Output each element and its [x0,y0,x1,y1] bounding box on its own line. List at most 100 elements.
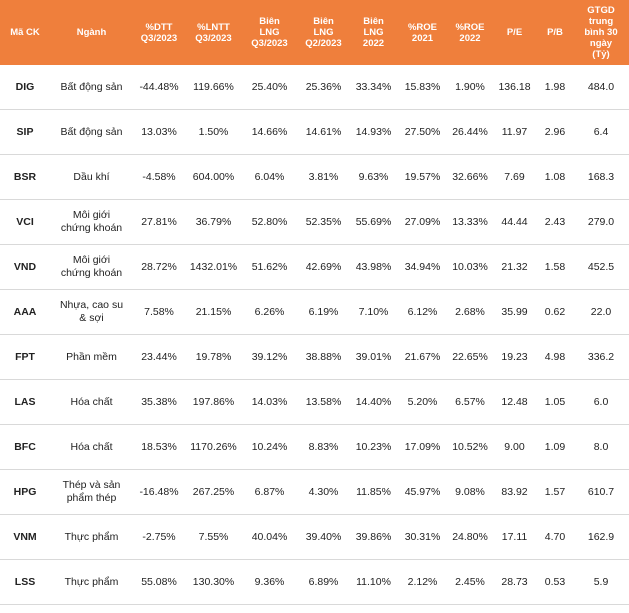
value-cell: 8.0 [573,424,629,470]
sector-cell: Dầu khí [50,154,133,200]
value-cell: 279.0 [573,199,629,245]
table-row: SIP Bất động sản 13.03% 1.50% 14.66% 14.61% 14… [0,109,629,155]
value-cell: 21.15% [185,289,242,335]
value-cell: 19.23 [492,334,537,380]
sector-cell: Thực phẩm [50,559,133,605]
ticker-cell: BSR [0,154,50,200]
value-cell: 4.70 [537,514,573,560]
value-cell: 10.03% [448,244,492,290]
value-cell: 14.61% [297,109,350,155]
value-cell: 5.9 [573,559,629,605]
value-cell: 162.9 [573,514,629,560]
value-cell: 1.05 [537,379,573,425]
value-cell: 27.81% [133,199,185,245]
value-cell: 14.40% [350,379,397,425]
table-row: HPG Thép và sản phẩm thép -16.48% 267.25% 6.… [0,469,629,515]
value-cell: 168.3 [573,154,629,200]
value-cell: 19.78% [185,334,242,380]
value-cell: 38.88% [297,334,350,380]
value-cell: 51.62% [242,244,297,290]
sector-text: Nhựa, cao su & sợi [59,299,124,324]
value-cell: 28.72% [133,244,185,290]
value-cell: 39.86% [350,514,397,560]
value-cell: 43.98% [350,244,397,290]
value-cell: 21.32 [492,244,537,290]
value-cell: 36.79% [185,199,242,245]
ticker-cell: HPG [0,469,50,515]
value-cell: 1.57 [537,469,573,515]
value-cell: 40.04% [242,514,297,560]
value-cell: 6.89% [297,559,350,605]
value-cell: 14.93% [350,109,397,155]
value-cell: 13.58% [297,379,350,425]
sector-text: Thực phẩm [64,530,119,543]
value-cell: 32.66% [448,154,492,200]
table-row: BFC Hóa chất 18.53% 1170.26% 10.24% 8.83% 10.2… [0,424,629,470]
value-cell: 9.36% [242,559,297,605]
sector-text: Phần mềm [66,350,117,363]
sector-cell: Bất động sản [50,65,133,110]
value-cell: 6.04% [242,154,297,200]
value-cell: 13.03% [133,109,185,155]
table-row: VNM Thực phẩm -2.75% 7.55% 40.04% 39.40% 39.86… [0,514,629,560]
header-cell: Biên LNG Q2/2023 [297,0,350,65]
value-cell: -44.48% [133,65,185,110]
value-cell: 336.2 [573,334,629,380]
value-cell: 1.09 [537,424,573,470]
ticker-cell: DIG [0,65,50,110]
ticker-cell: FPT [0,334,50,380]
value-cell: 8.83% [297,424,350,470]
value-cell: 119.66% [185,65,242,110]
value-cell: 452.5 [573,244,629,290]
value-cell: 15.83% [397,65,448,110]
value-cell: 2.43 [537,199,573,245]
value-cell: 610.7 [573,469,629,515]
header-cell: P/E [492,0,537,65]
sector-text: Dầu khí [73,170,110,183]
table-row: VND Môi giới chứng khoán 28.72% 1432.01% 51.… [0,244,629,290]
value-cell: 5.20% [397,379,448,425]
header-cell: %ROE 2021 [397,0,448,65]
sector-cell: Hóa chất [50,424,133,470]
value-cell: 39.12% [242,334,297,380]
value-cell: 484.0 [573,65,629,110]
value-cell: 25.36% [297,65,350,110]
value-cell: 197.86% [185,379,242,425]
value-cell: 10.52% [448,424,492,470]
sector-cell: Nhựa, cao su & sợi [50,289,133,335]
sector-text: Thép và sản phẩm thép [62,479,121,504]
value-cell: 267.25% [185,469,242,515]
value-cell: 52.80% [242,199,297,245]
value-cell: 6.87% [242,469,297,515]
value-cell: 2.45% [448,559,492,605]
value-cell: 10.23% [350,424,397,470]
value-cell: 0.53 [537,559,573,605]
header-row: Mã CK Ngành %DTT Q3/2023 %LNTT Q3/2023 Biên … [0,0,629,65]
value-cell: 27.09% [397,199,448,245]
ticker-cell: SIP [0,109,50,155]
value-cell: -16.48% [133,469,185,515]
value-cell: 44.44 [492,199,537,245]
value-cell: -2.75% [133,514,185,560]
ticker-cell: VCI [0,199,50,245]
value-cell: 1.50% [185,109,242,155]
value-cell: 28.73 [492,559,537,605]
value-cell: 11.85% [350,469,397,515]
value-cell: 52.35% [297,199,350,245]
sector-text: Bất động sản [60,125,123,138]
value-cell: 6.12% [397,289,448,335]
value-cell: 1.58 [537,244,573,290]
value-cell: 6.26% [242,289,297,335]
value-cell: 27.50% [397,109,448,155]
sector-cell: Thép và sản phẩm thép [50,469,133,515]
sector-text: Thực phẩm [64,575,119,588]
value-cell: 7.55% [185,514,242,560]
value-cell: 34.94% [397,244,448,290]
value-cell: 30.31% [397,514,448,560]
value-cell: 18.53% [133,424,185,470]
value-cell: 6.19% [297,289,350,335]
sector-cell: Bất động sản [50,109,133,155]
value-cell: 1.90% [448,65,492,110]
value-cell: 23.44% [133,334,185,380]
sector-text: Môi giới chứng khoán [60,254,123,279]
